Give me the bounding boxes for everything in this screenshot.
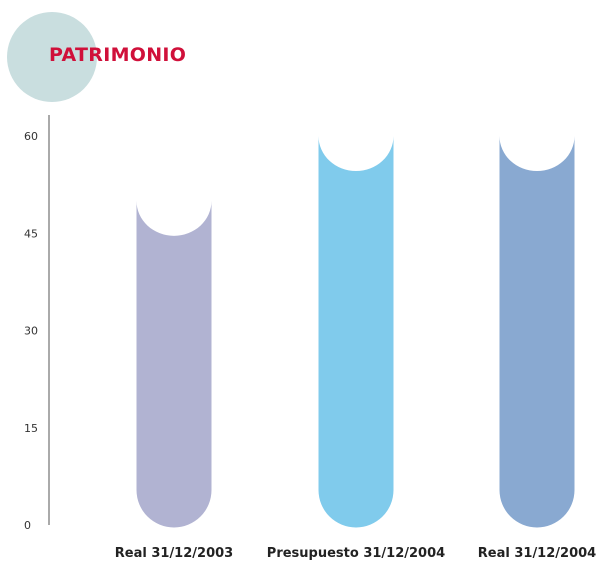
y-tick-label: 30 xyxy=(24,325,38,338)
title-circle-decoration xyxy=(7,12,97,102)
bar-1 xyxy=(136,200,212,528)
bars-group xyxy=(136,136,575,528)
chart-header: PATRIMONIO xyxy=(0,0,300,110)
category-label: Presupuesto 31/12/2004 xyxy=(267,546,445,561)
y-tick-label: 45 xyxy=(24,227,38,240)
chart-title: PATRIMONIO xyxy=(49,44,187,66)
category-label: Real 31/12/2003 xyxy=(115,546,233,561)
category-labels: Real 31/12/2003 Presupuesto 31/12/2004 Rea… xyxy=(115,546,596,561)
bar-3 xyxy=(499,136,575,528)
y-tick-label: 0 xyxy=(24,519,31,532)
bar-2 xyxy=(318,136,394,528)
y-tick-label: 15 xyxy=(24,422,38,435)
category-label: Real 31/12/2004 xyxy=(478,546,596,561)
y-axis-ticks: 0 15 30 45 60 xyxy=(24,130,38,532)
y-tick-label: 60 xyxy=(24,130,38,143)
